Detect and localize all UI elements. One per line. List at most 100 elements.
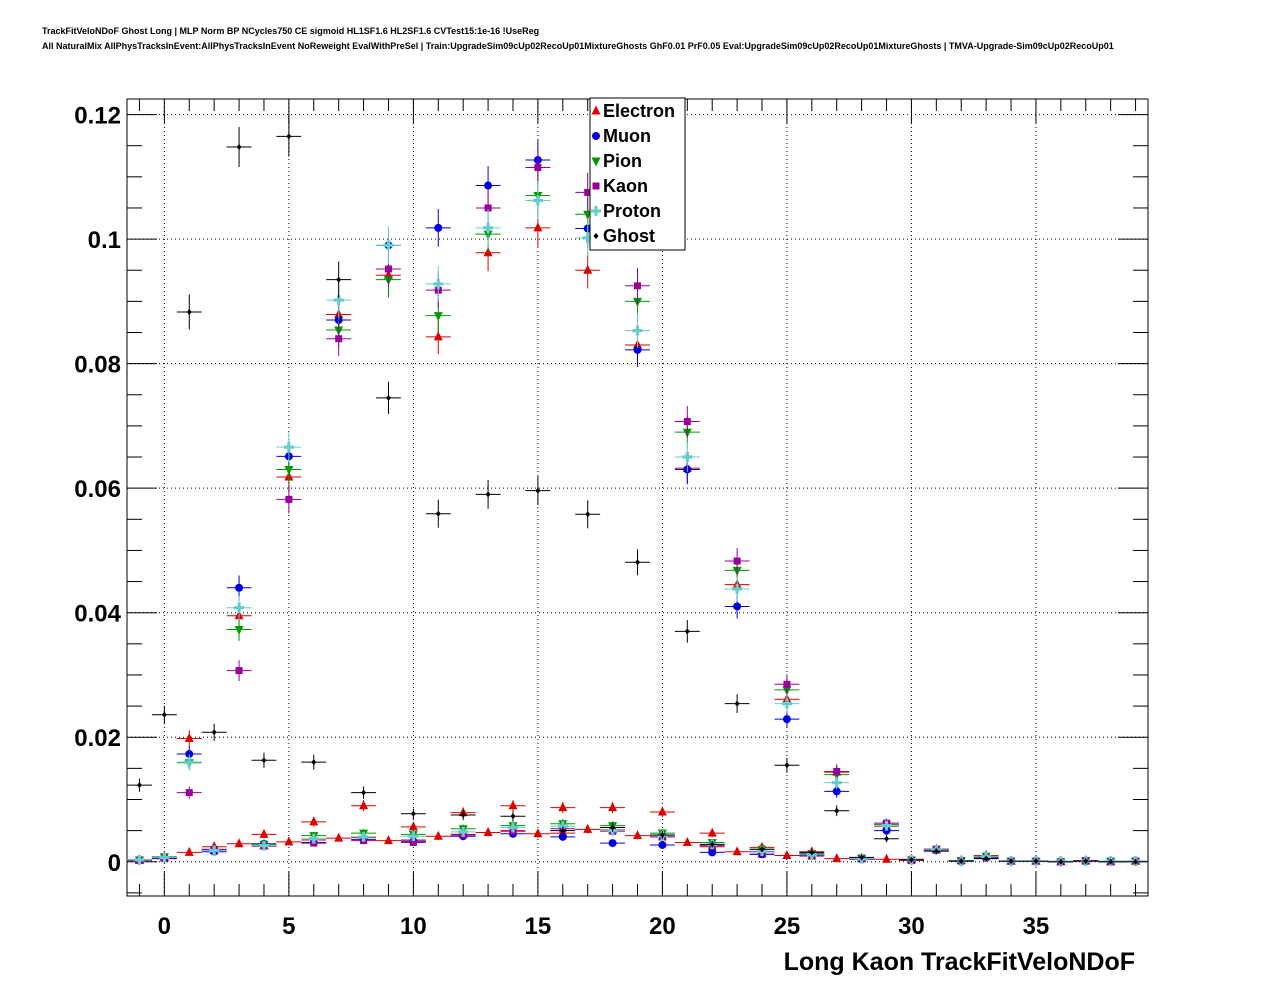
muon-point-a: [733, 602, 742, 611]
legend-box: [589, 97, 686, 251]
ghost-point-a: [709, 841, 715, 848]
electron-point-b: [234, 838, 244, 848]
chart-title-line-2: All NaturalMix AllPhysTracksInEvent:AllP…: [42, 41, 1114, 51]
electron-point-a: [608, 802, 618, 812]
ghost-point-a: [361, 789, 367, 796]
electron-point-a: [583, 264, 593, 274]
kaon-point-a: [409, 838, 417, 846]
ghost-point-a: [809, 849, 815, 856]
ghost-point-a: [585, 511, 591, 518]
proton-point-a: [483, 222, 494, 233]
proton-point-a: [682, 452, 693, 463]
y-tick-label: 0.04: [74, 601, 121, 628]
proton-point-a: [184, 757, 195, 768]
proton-point-a: [283, 442, 294, 453]
legend-label-muon: Muon: [603, 126, 651, 146]
ghost-point-a: [535, 487, 541, 494]
ghost-point-a: [659, 831, 665, 838]
ghost-point-a: [1008, 858, 1014, 865]
y-tick-label: 0.02: [74, 725, 121, 752]
proton-point-a: [408, 831, 419, 842]
ghost-point-a: [1083, 858, 1089, 865]
muon-point-a: [658, 840, 667, 849]
kaon-point-a: [185, 789, 193, 797]
legend-marker-muon: [592, 132, 600, 140]
kaon-point-a: [384, 265, 392, 273]
proton-point-a: [781, 698, 792, 709]
kaon-point-a: [783, 680, 791, 688]
electron-point-b: [483, 826, 493, 836]
kaon-point-a: [733, 557, 741, 565]
proton-point-a: [234, 602, 245, 613]
proton-point-a: [159, 852, 170, 863]
proton-point-a: [308, 833, 319, 844]
legend-label-pion: Pion: [603, 151, 642, 171]
muon-point-a: [235, 583, 244, 592]
proton-point-a: [458, 826, 469, 837]
muon-point-a: [782, 715, 791, 724]
ghost-point-a: [510, 813, 516, 820]
muon-point-a: [434, 223, 443, 232]
electron-point-a: [259, 828, 269, 838]
ghost-point-a: [286, 133, 292, 140]
electron-point-a: [533, 222, 543, 232]
electron-point-b: [782, 850, 792, 860]
electron-point-b: [433, 830, 443, 840]
ghost-point-a: [485, 491, 491, 498]
ghost-point-a: [610, 824, 616, 831]
proton-point-a: [732, 584, 743, 595]
ghost-point-a: [734, 700, 740, 707]
proton-point-a: [881, 820, 892, 831]
ghost-point-a: [983, 855, 989, 862]
kaon-point-a: [634, 282, 641, 290]
y-tick-label: 0.08: [74, 352, 121, 379]
ghost-point-a: [236, 143, 242, 150]
proton-point-a: [258, 840, 269, 851]
electron-point-b: [633, 830, 642, 840]
y-tick-label: 0.06: [74, 476, 121, 503]
legend-label-proton: Proton: [603, 201, 661, 221]
legend-label-electron: Electron: [603, 101, 675, 121]
kaon-point-a: [335, 335, 343, 343]
ghost-point-a: [460, 812, 466, 819]
proton-point-a: [209, 845, 220, 856]
ghost-point-a: [958, 858, 964, 865]
legend-label-kaon: Kaon: [603, 176, 648, 196]
muon-point-a: [608, 839, 617, 848]
ghost-point-a: [410, 810, 416, 817]
x-tick-label: 35: [1023, 913, 1050, 940]
y-tick-label: 0.12: [74, 103, 121, 130]
x-tick-label: 20: [649, 913, 676, 940]
ghost-point-a: [385, 394, 391, 401]
x-tick-label: 10: [400, 913, 427, 940]
ghost-point-a: [1033, 858, 1039, 865]
legend-marker-ghost: [593, 233, 599, 239]
electron-point-b: [334, 832, 344, 842]
pion-point-a: [234, 626, 244, 636]
y-tick-label: 0.1: [88, 227, 121, 254]
legend-marker-electron: [591, 105, 601, 115]
ghost-point-a: [1058, 858, 1064, 865]
electron-point-a: [184, 732, 194, 742]
ghost-point-a: [635, 559, 640, 566]
kaon-point-a: [285, 495, 293, 503]
electron-point-b: [583, 823, 593, 833]
proton-point-a: [383, 240, 394, 251]
x-axis-title: Long Kaon TrackFitVeloNDoF: [784, 948, 1135, 976]
x-tick-label: 15: [525, 913, 552, 940]
x-tick-label: 30: [898, 913, 925, 940]
x-tick-label: 5: [282, 913, 295, 940]
series-kaon: [127, 147, 1148, 866]
ghost-point-a: [186, 308, 192, 315]
ghost-point-a: [136, 782, 142, 789]
electron-point-b: [732, 846, 742, 856]
ghost-point-a: [261, 757, 267, 764]
electron-point-a: [657, 806, 667, 816]
ghost-point-a: [1133, 858, 1139, 865]
electron-point-b: [682, 836, 692, 846]
electron-point-a: [707, 827, 717, 837]
electron-point-b: [284, 836, 294, 846]
series-ghost: [127, 116, 1148, 865]
kaon-point-a: [484, 204, 492, 212]
electron-point-b: [533, 828, 543, 838]
